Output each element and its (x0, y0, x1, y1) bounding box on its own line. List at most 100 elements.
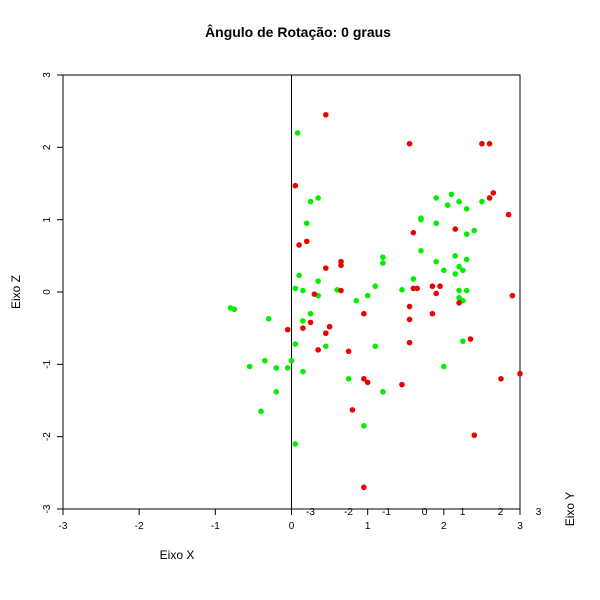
y-tick-label: -3 (42, 504, 53, 513)
scatter-point (300, 325, 306, 331)
scatter-point (460, 267, 466, 274)
scatter-point (486, 195, 493, 201)
x-tick-label: 2 (441, 521, 447, 532)
scatter-point (467, 336, 474, 342)
scatter-point (345, 348, 352, 355)
scatter-point (311, 291, 318, 297)
scatter-point (353, 297, 360, 304)
scatter-point (231, 306, 238, 313)
y-axis-tick-label: -1 (382, 507, 391, 518)
scatter-point (452, 271, 459, 277)
scatter-point (437, 283, 443, 290)
scatter-point (410, 229, 417, 236)
scatter-point (452, 226, 459, 232)
scatter-point (361, 484, 367, 491)
scatter-point (345, 376, 352, 382)
y-tick-label: 1 (42, 216, 53, 222)
scatter-point (490, 190, 497, 196)
scatter-point (418, 216, 424, 223)
scatter-point (265, 315, 272, 322)
scatter-point (303, 238, 310, 245)
scatter-point (456, 287, 462, 294)
y-axis: -3 -2 -1 0 1 2 3 (42, 72, 63, 513)
scatter-point (364, 379, 371, 386)
scatter-point (456, 198, 462, 205)
x-tick-label: -3 (59, 521, 68, 532)
x-tick-label: -2 (135, 521, 144, 532)
scatter-point (361, 310, 367, 317)
scatter-point (414, 285, 420, 292)
scatter-point (433, 290, 440, 297)
scatter-point (300, 287, 306, 294)
scatter-point (463, 231, 470, 237)
scatter-point (399, 381, 405, 388)
y-tick-label: 0 (42, 289, 53, 295)
x-tick-label: 0 (289, 521, 295, 532)
y-axis-tick-label: -3 (306, 507, 315, 518)
scatter-point (399, 287, 405, 293)
scatter-point (456, 294, 462, 301)
scatter-point (262, 357, 268, 364)
scatter-point (372, 283, 379, 290)
scatter-point (315, 278, 321, 284)
scatter-point (284, 326, 291, 333)
y-axis-tick-label: -2 (344, 507, 353, 518)
y-axis-tick-label: 2 (498, 507, 504, 518)
scatter-point (444, 202, 451, 208)
scatter-point (288, 357, 295, 364)
x-tick-label: -1 (211, 521, 220, 532)
scatter-point (441, 267, 447, 274)
scatter-point (338, 262, 344, 269)
scatter-point (300, 318, 306, 324)
scatter-point (456, 263, 462, 270)
scatter-point (486, 140, 493, 147)
data-points (227, 111, 523, 491)
scatter-point (292, 285, 299, 292)
scatter-point (315, 195, 321, 201)
scatter-point (410, 276, 417, 282)
scatter-point (322, 265, 329, 271)
scatter-point (448, 191, 455, 198)
x-tick-label: 3 (517, 521, 523, 532)
scatter-point (429, 310, 436, 317)
scatter-point (471, 227, 478, 234)
y-axis-tick-label: 0 (422, 507, 428, 518)
y-tick-label: 2 (42, 144, 53, 150)
y-tick-label: 3 (42, 72, 53, 78)
scatter-point (273, 389, 280, 395)
scatter-point (380, 260, 386, 266)
x-tick-label: 1 (365, 521, 371, 532)
y-axis-tick-label: 3 (536, 507, 542, 518)
y-axis-label: Eixo Z (9, 275, 23, 309)
scatter-point (322, 111, 329, 118)
scatter-point (326, 323, 333, 330)
scatter-point (296, 242, 302, 248)
scatter-point (452, 253, 459, 259)
scatter-point (471, 432, 478, 439)
scatter-point (338, 287, 344, 294)
chart-title: Ângulo de Rotação: 0 graus (205, 23, 391, 40)
scatter-point (441, 363, 447, 370)
scatter-point (433, 258, 440, 265)
scatter-point (517, 370, 523, 377)
y2-axis-label: Eixo Y (563, 492, 577, 526)
x-axis-label: Eixo X (160, 548, 195, 562)
y-tick-label: -1 (42, 359, 53, 368)
scatter-point (349, 407, 356, 413)
scatter-point (307, 198, 314, 205)
scatter-point (380, 254, 386, 261)
scatter-point (418, 247, 424, 254)
scatter-point (300, 368, 306, 375)
scatter-point (433, 195, 440, 201)
scatter-point (456, 300, 462, 306)
scatter-point (322, 343, 329, 350)
scatter-point (463, 256, 470, 263)
scatter-point (292, 441, 299, 447)
scatter-point (307, 310, 314, 317)
scatter-point (273, 365, 280, 371)
scatter-point (406, 339, 413, 346)
scatter-point (292, 182, 299, 189)
scatter-point (479, 198, 485, 205)
scatter-point (246, 363, 253, 370)
